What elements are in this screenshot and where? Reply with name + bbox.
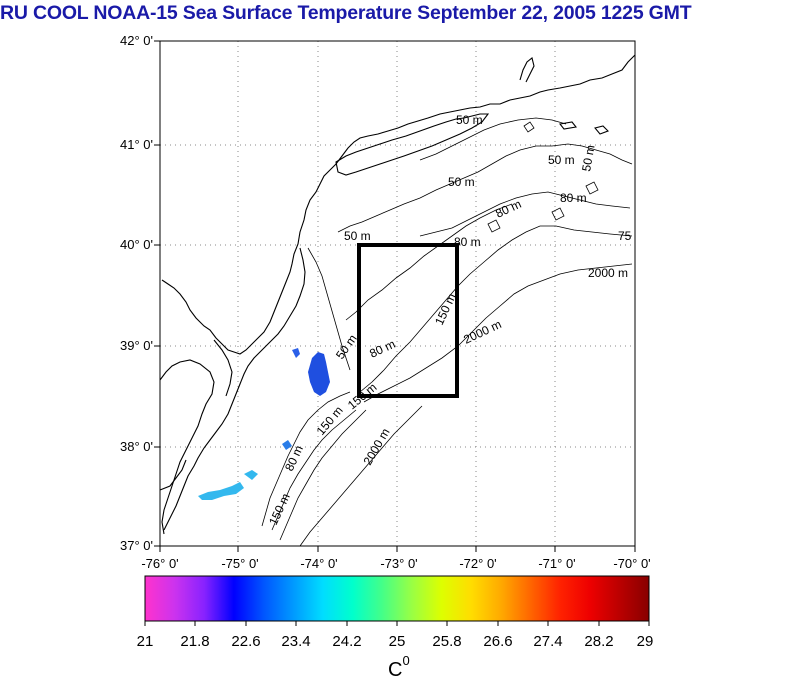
contour-blob-c — [551, 207, 565, 221]
contour-south-150 — [279, 409, 367, 541]
coastline-long-island — [335, 113, 490, 176]
longitude-labels: -76° 0' -75° 0' -74° 0' -73° 0' -72° 0' … — [141, 556, 650, 571]
coastline-new-jersey — [163, 247, 306, 531]
grid-lines — [160, 41, 635, 546]
cb-label-21-8: 21.8 — [180, 633, 209, 650]
contour-50m-ls — [419, 117, 567, 161]
contour-150m — [359, 225, 633, 393]
colorbar-unit-label: C0 — [388, 653, 410, 680]
contour-blob-a — [523, 121, 535, 133]
lat-label-39: 39° 0' — [120, 338, 153, 353]
coastline-delmarva — [159, 359, 215, 535]
lon-label-70: -70° 0' — [613, 556, 650, 571]
latitude-labels: 42° 0' 41° 0' 40° 0' 39° 0' 38° 0' 37° 0… — [120, 33, 153, 553]
colorbar-tick-labels: 21 21.8 22.6 23.4 24.2 25 25.8 26.6 27.4… — [137, 633, 654, 650]
axis-ticks — [154, 40, 636, 552]
coastline-nantucket — [594, 125, 609, 135]
contour-south-50 — [261, 391, 351, 527]
contour-80m — [419, 191, 631, 237]
contour-label-2000m-a: 2000 m — [588, 266, 628, 280]
contour-label-50m-a: 50 m — [456, 113, 483, 127]
cb-label-28-2: 28.2 — [584, 633, 613, 650]
contour-80m-nj — [345, 203, 513, 321]
contour-blob-b — [487, 219, 501, 233]
lat-label-40: 40° 0' — [120, 237, 153, 252]
contour-label-150m-a: 150 m — [432, 291, 459, 327]
lon-label-76: -76° 0' — [141, 556, 178, 571]
cb-label-29: 29 — [637, 633, 654, 650]
cb-label-22-6: 22.6 — [231, 633, 260, 650]
cb-label-21: 21 — [137, 633, 154, 650]
lat-label-38: 38° 0' — [120, 439, 153, 454]
colorbar-unit: C — [388, 659, 402, 680]
contour-label-50m-d: 50 m — [344, 229, 371, 243]
contour-label-50m-f: 50 m — [579, 144, 597, 173]
contour-label-80m-d: 80 m — [367, 337, 397, 361]
contour-south-80 — [271, 409, 357, 531]
coastline-cape-cod — [519, 57, 535, 83]
coastline-chesapeake — [159, 459, 187, 491]
contour-label-80m-c: 80 m — [454, 235, 481, 249]
contour-label-75: 75 — [618, 229, 632, 243]
coastline-marthas-vineyard — [558, 121, 578, 130]
cb-label-25: 25 — [389, 633, 406, 650]
sst-patch-cyan-a — [198, 482, 244, 500]
cb-label-25-8: 25.8 — [432, 633, 461, 650]
lon-label-74: -74° 0' — [300, 556, 337, 571]
contour-50m-north — [337, 143, 633, 233]
lat-label-37: 37° 0' — [120, 538, 153, 553]
coastline-delaware-bay — [213, 339, 233, 397]
contour-50m-nj — [307, 247, 351, 371]
contour-blob-d — [585, 181, 599, 195]
lon-label-72: -72° 0' — [459, 556, 496, 571]
sst-patch-blue-mid — [282, 440, 292, 450]
sst-patch-blue-small — [292, 348, 300, 358]
lat-label-41: 41° 0' — [120, 137, 153, 152]
cb-label-24-2: 24.2 — [332, 633, 361, 650]
contour-label-50m-b: 50 m — [548, 153, 575, 167]
contour-labels: 50 m 50 m 50 m 50 m 50 m 50 m 80 m 80 m … — [266, 113, 632, 527]
cb-label-23-4: 23.4 — [281, 633, 310, 650]
lon-label-73: -73° 0' — [380, 556, 417, 571]
contour-label-150m-c: 150 m — [266, 491, 293, 527]
sst-patch-cyan-b — [244, 470, 258, 480]
coastline-new-england — [161, 54, 636, 355]
coastline — [159, 54, 636, 535]
cb-label-27-4: 27.4 — [533, 633, 562, 650]
cb-label-26-6: 26.6 — [483, 633, 512, 650]
contour-label-80m-b: 80 m — [493, 197, 523, 221]
contour-2000m — [363, 263, 633, 403]
lon-label-75: -75° 0' — [221, 556, 258, 571]
study-area-box — [357, 243, 459, 398]
lat-label-42: 42° 0' — [120, 33, 153, 48]
sst-patch-dark-blue — [308, 352, 330, 396]
contour-south-2000 — [299, 405, 423, 547]
contour-label-50m-c: 50 m — [448, 175, 475, 189]
colorbar — [144, 575, 650, 622]
lon-label-71: -71° 0' — [538, 556, 575, 571]
sst-patches — [198, 348, 330, 500]
contour-label-80m-a: 80 m — [560, 191, 587, 205]
colorbar-unit-superscript: 0 — [402, 653, 409, 668]
map-title: RU COOL NOAA-15 Sea Surface Temperature … — [0, 2, 692, 24]
contour-label-50m-e: 50 m — [333, 332, 360, 362]
bathymetry-contours — [261, 117, 633, 547]
colorbar-ticks — [144, 621, 650, 626]
